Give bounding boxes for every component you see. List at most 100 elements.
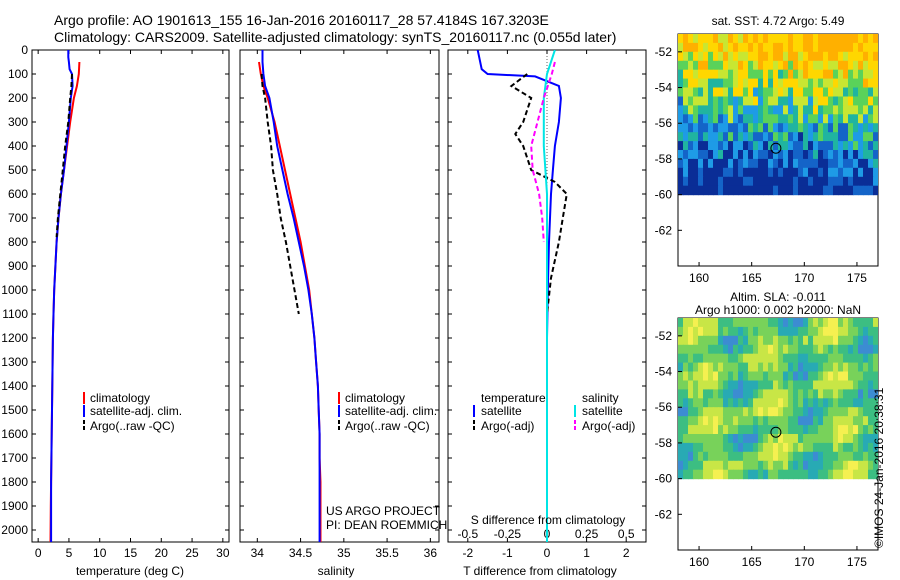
heatmap-cell xyxy=(813,141,819,151)
heatmap-cell xyxy=(803,34,809,44)
heatmap-cell xyxy=(828,51,834,62)
heatmap-cell xyxy=(843,176,849,187)
heatmap-cell xyxy=(703,132,709,142)
heatmap-cell xyxy=(728,416,734,426)
heatmap-cell xyxy=(848,469,854,480)
heatmap-cell xyxy=(838,150,844,160)
heatmap-cell xyxy=(823,132,829,142)
heatmap-cell xyxy=(848,105,854,115)
heatmap-cell xyxy=(708,34,714,44)
heatmap-cell xyxy=(813,442,819,453)
heatmap-cell xyxy=(683,425,689,435)
heatmap-cell xyxy=(788,434,794,444)
heatmap-cell xyxy=(773,158,779,169)
lat-tick-label: -62 xyxy=(655,223,673,237)
heatmap-cell xyxy=(778,105,784,115)
heatmap-cell xyxy=(853,451,859,462)
heatmap-cell xyxy=(743,132,749,142)
heatmap-cell xyxy=(778,34,784,44)
heatmap-cell xyxy=(728,141,734,151)
heatmap-cell xyxy=(788,114,794,124)
temperature-y-axis: 0100200300400500600700800900100011001200… xyxy=(1,43,229,537)
sla-map-title: Altim. SLA: -0.011 xyxy=(730,290,826,304)
heatmap-cell xyxy=(813,416,819,426)
heatmap-cell xyxy=(738,451,744,462)
heatmap-cell xyxy=(873,380,878,390)
heatmap-cell xyxy=(803,398,809,408)
heatmap-cell xyxy=(678,344,684,355)
heatmap-cell xyxy=(818,123,824,133)
heatmap-cell xyxy=(823,425,829,435)
heatmap-cell xyxy=(868,460,874,471)
heatmap-cell xyxy=(718,123,724,133)
heatmap-cell xyxy=(858,150,864,160)
heatmap-cell xyxy=(873,34,878,44)
heatmap-cell xyxy=(743,69,749,80)
heatmap-cell xyxy=(798,114,804,124)
heatmap-cell xyxy=(768,150,774,160)
heatmap-cell xyxy=(863,407,869,417)
heatmap-cell xyxy=(803,158,809,169)
heatmap-cell xyxy=(813,362,819,373)
heatmap-cell xyxy=(843,389,849,399)
heatmap-cell xyxy=(768,416,774,426)
series-line-salinity-argo-adj xyxy=(530,61,556,243)
heatmap-cell xyxy=(823,185,829,196)
heatmap-cell xyxy=(863,105,869,115)
heatmap-cell xyxy=(733,167,739,178)
heatmap-cell xyxy=(848,51,854,62)
heatmap-cell xyxy=(743,389,749,399)
heatmap-cell xyxy=(868,416,874,426)
heatmap-cell xyxy=(703,96,709,106)
heatmap-cell xyxy=(688,60,694,71)
heatmap-cell xyxy=(703,150,709,160)
heatmap-cell xyxy=(708,425,714,435)
heatmap-cell xyxy=(678,105,684,115)
heatmap-cell xyxy=(818,42,824,53)
heatmap-cell xyxy=(853,185,859,196)
heatmap-cell xyxy=(693,185,699,196)
heatmap-cell xyxy=(698,150,704,160)
heatmap-cell xyxy=(753,158,759,169)
heatmap-cell xyxy=(703,34,709,44)
heatmap-cell xyxy=(758,335,764,346)
heatmap-cell xyxy=(768,398,774,408)
heatmap-cell xyxy=(713,167,719,178)
heatmap-cell xyxy=(723,460,729,471)
heatmap-cell xyxy=(833,416,839,426)
heatmap-cell xyxy=(788,407,794,417)
heatmap-cell xyxy=(763,96,769,106)
heatmap-cell xyxy=(808,158,814,169)
heatmap-cell xyxy=(753,416,759,426)
heatmap-cell xyxy=(708,78,714,89)
heatmap-cell xyxy=(868,442,874,453)
heatmap-cell xyxy=(728,335,734,346)
salinity-panel: 34 34.5 35 35.5 36 salinity climatology sate… xyxy=(239,49,447,578)
x-tick-label: 5 xyxy=(66,546,73,560)
lat-tick-label: -62 xyxy=(655,507,673,521)
legend-label-temp-satellite: satellite xyxy=(481,404,522,418)
heatmap-cell xyxy=(713,185,719,196)
heatmap-cell xyxy=(693,69,699,80)
heatmap-cell xyxy=(713,344,719,355)
heatmap-cell xyxy=(773,407,779,417)
heatmap-cell xyxy=(863,434,869,444)
heatmap-cell xyxy=(743,176,749,187)
heatmap-cell xyxy=(848,326,854,337)
heatmap-cell xyxy=(683,353,689,364)
heatmap-cell xyxy=(678,353,684,364)
heatmap-cell xyxy=(783,469,789,480)
heatmap-cell xyxy=(798,87,804,97)
heatmap-cell xyxy=(763,51,769,62)
heatmap-cell xyxy=(748,42,754,53)
heatmap-cell xyxy=(853,51,859,62)
heatmap-cell xyxy=(698,132,704,142)
heatmap-cell xyxy=(808,141,814,151)
heatmap-cell xyxy=(818,451,824,462)
heatmap-cell xyxy=(793,96,799,106)
heatmap-cell xyxy=(853,60,859,71)
heatmap-cell xyxy=(843,87,849,97)
heatmap-cell xyxy=(678,407,684,417)
heatmap-cell xyxy=(793,158,799,169)
lon-tick-label: 170 xyxy=(794,555,814,569)
